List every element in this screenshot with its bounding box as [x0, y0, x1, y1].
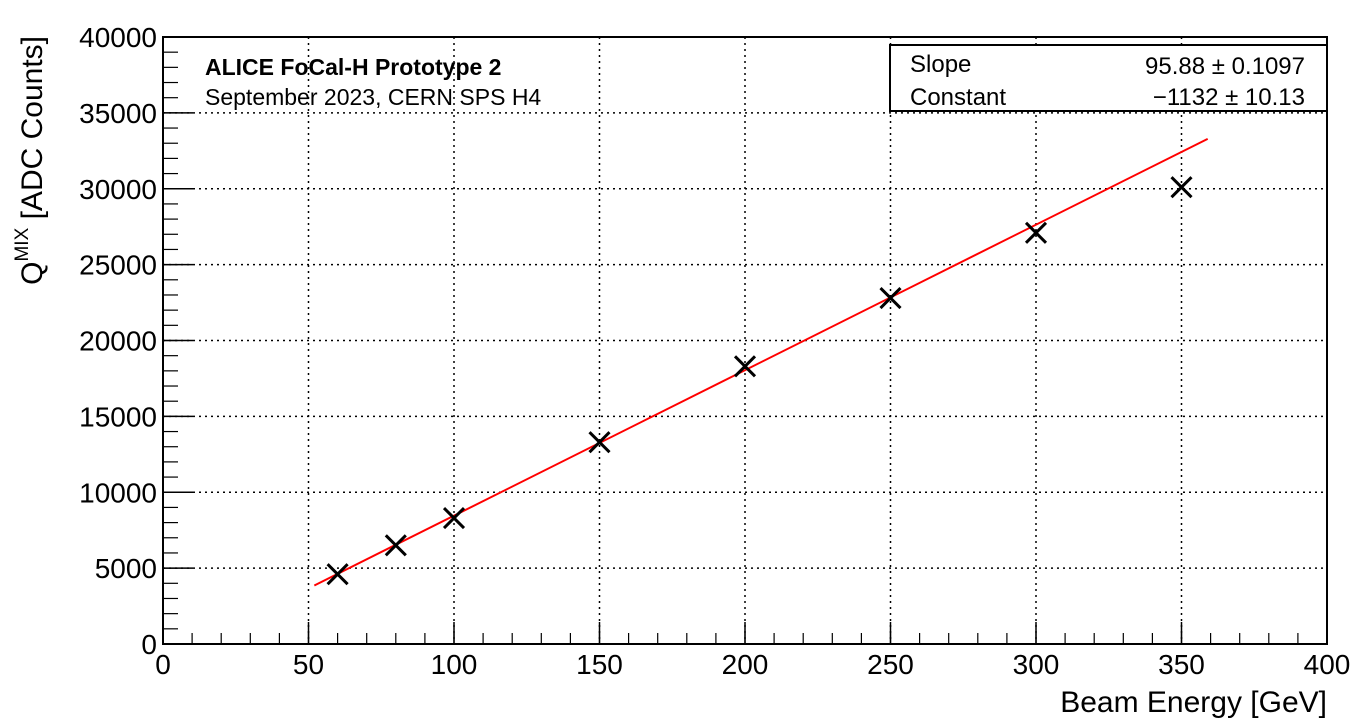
stats-constant-value: −1132 ± 10.13 — [1153, 84, 1305, 111]
data-point — [1170, 176, 1193, 199]
y-tick-label: 25000 — [79, 250, 157, 281]
x-axis-title: Beam Energy [GeV] — [1060, 686, 1327, 719]
y-tick-label: 40000 — [79, 22, 157, 53]
data-point-stroke — [384, 534, 407, 557]
stats-constant-label: Constant — [910, 84, 1006, 111]
data-point — [326, 563, 349, 586]
stats-box: Slope 95.88 ± 0.1097 Constant −1132 ± 10… — [889, 44, 1328, 112]
y-tick-label: 10000 — [79, 477, 157, 508]
data-point-stroke — [879, 286, 902, 310]
experiment-title: ALICE FoCal-H Prototype 2 — [205, 54, 501, 80]
x-tick-label: 200 — [722, 649, 769, 680]
data-point — [442, 506, 466, 530]
data-point — [1024, 221, 1048, 244]
data-point-stroke — [1170, 176, 1193, 199]
y-tick-label: 15000 — [79, 401, 157, 432]
y-tick-label: 30000 — [79, 174, 157, 205]
grid-lines — [163, 37, 1327, 644]
x-tick-label: 300 — [1013, 649, 1060, 680]
fit-layer — [313, 137, 1209, 587]
y-tick-label: 0 — [141, 629, 157, 660]
data-point — [733, 355, 757, 378]
x-tick-label: 50 — [293, 649, 324, 680]
stats-slope-label: Slope — [910, 51, 971, 78]
plot-frame — [162, 36, 1328, 645]
y-tick-label: 20000 — [79, 326, 157, 357]
data-point-stroke — [442, 506, 466, 530]
y-tick-label: 5000 — [95, 553, 157, 584]
y-axis-title-rest: [ADC Counts] — [16, 36, 49, 228]
data-point-stroke — [326, 563, 349, 586]
data-points — [326, 176, 1193, 586]
stats-box-frame — [889, 44, 1328, 112]
x-tick-label: 350 — [1158, 649, 1205, 680]
data-point — [879, 286, 902, 310]
data-point-stroke — [1024, 221, 1048, 244]
x-tick-label: 250 — [867, 649, 914, 680]
data-point — [384, 534, 407, 557]
x-tick-label: 0 — [155, 649, 171, 680]
y-tick-labels: 0 5000 10000 15000 20000 25000 30000 35000 40000 — [79, 22, 157, 660]
experiment-subtitle: September 2023, CERN SPS H4 — [205, 84, 541, 110]
y-axis-title-superscript: MIX — [12, 227, 33, 261]
x-tick-label: 150 — [576, 649, 623, 680]
data-point — [588, 431, 611, 454]
data-point-stroke — [733, 355, 757, 378]
y-axis-title: QMIX [ADC Counts] — [12, 36, 49, 285]
x-tick-labels: 0 50 100 150 200 250 300 350 400 — [155, 649, 1350, 680]
fit-line — [313, 137, 1209, 587]
x-tick-label: 100 — [431, 649, 478, 680]
stats-slope-value: 95.88 ± 0.1097 — [1145, 53, 1305, 80]
y-tick-label: 35000 — [79, 98, 157, 129]
data-point-stroke — [588, 431, 611, 454]
y-axis-title-base: Q — [16, 262, 49, 285]
x-tick-label: 400 — [1304, 649, 1351, 680]
